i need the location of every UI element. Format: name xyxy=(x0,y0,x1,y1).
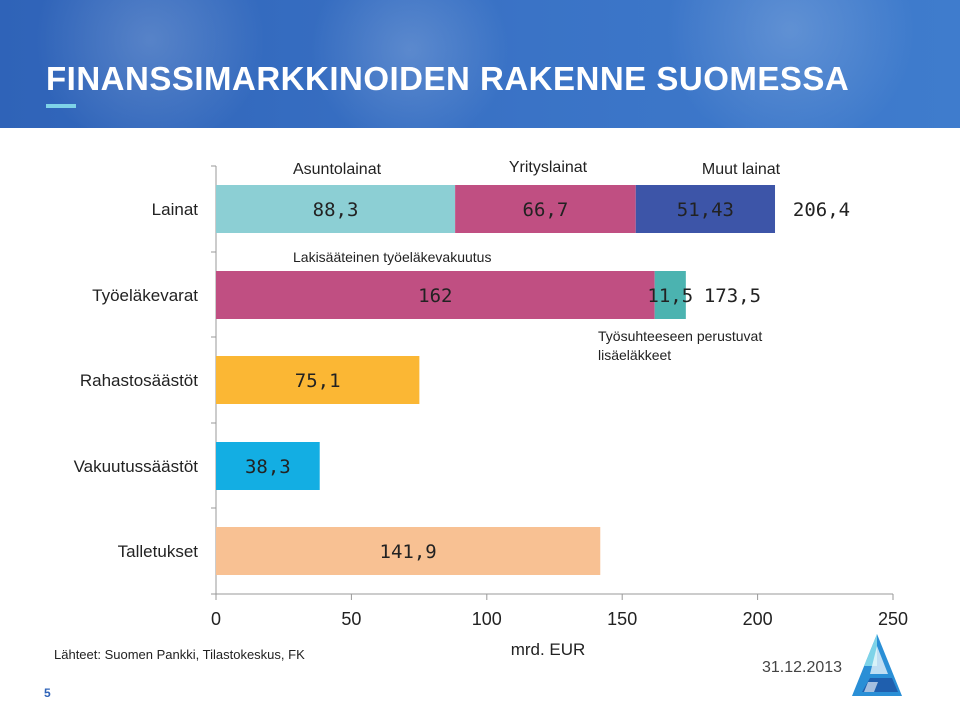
slide-header xyxy=(0,0,960,128)
data-label: 38,3 xyxy=(245,456,291,478)
total-label: 173,5 xyxy=(704,285,761,307)
date-label: 31.12.2013 xyxy=(762,659,843,676)
title-accent-bar xyxy=(46,104,76,108)
bar-segment xyxy=(216,185,456,233)
x-tick-label: 50 xyxy=(341,609,361,629)
category-label: Rahastosäästöt xyxy=(80,371,198,390)
x-tick-label: 200 xyxy=(743,609,773,629)
annotation-asuntolainat: Asuntolainat xyxy=(293,161,382,178)
bar-segment xyxy=(216,271,655,319)
page-number: 5 xyxy=(44,686,51,700)
bar-segment xyxy=(455,185,636,233)
annotation-muut-lainat: Muut lainat xyxy=(702,161,781,178)
annotation-lakisaateinen: Lakisääteinen työeläkevakuutus xyxy=(293,249,491,265)
data-label: 162 xyxy=(418,285,452,307)
data-label: 141,9 xyxy=(380,541,437,563)
bar-segment xyxy=(216,527,601,575)
x-axis-label: mrd. EUR xyxy=(511,640,586,659)
data-label: 75,1 xyxy=(295,370,341,392)
data-label: 11,5 xyxy=(647,285,693,307)
slide-title: FINANSSIMARKKINOIDEN RAKENNE SUOMESSA xyxy=(46,60,850,97)
data-label: 51,43 xyxy=(677,199,734,221)
total-label: 206,4 xyxy=(793,199,850,221)
x-tick-label: 0 xyxy=(211,609,221,629)
data-label: 88,3 xyxy=(313,199,359,221)
annotation-yrityslainat: Yrityslainat xyxy=(509,159,588,176)
category-label: Vakuutussäästöt xyxy=(74,457,199,476)
company-logo-icon xyxy=(852,634,902,696)
source-note: Lähteet: Suomen Pankki, Tilastokeskus, F… xyxy=(54,647,305,662)
bar-segment xyxy=(216,356,420,404)
x-tick-label: 250 xyxy=(878,609,908,629)
data-label: 66,7 xyxy=(523,199,569,221)
bar-segment xyxy=(216,442,320,490)
bar-segment xyxy=(635,185,776,233)
annotation-tyosuhde-line2: lisäeläkkeet xyxy=(598,347,671,363)
x-tick-label: 100 xyxy=(472,609,502,629)
bar-segment xyxy=(654,271,686,319)
x-tick-label: 150 xyxy=(607,609,637,629)
category-label: Työeläkevarat xyxy=(92,286,198,305)
annotation-tyosuhde-line1: Työsuhteeseen perustuvat xyxy=(598,328,762,344)
category-label: Lainat xyxy=(152,200,199,219)
category-label: Talletukset xyxy=(118,542,199,561)
